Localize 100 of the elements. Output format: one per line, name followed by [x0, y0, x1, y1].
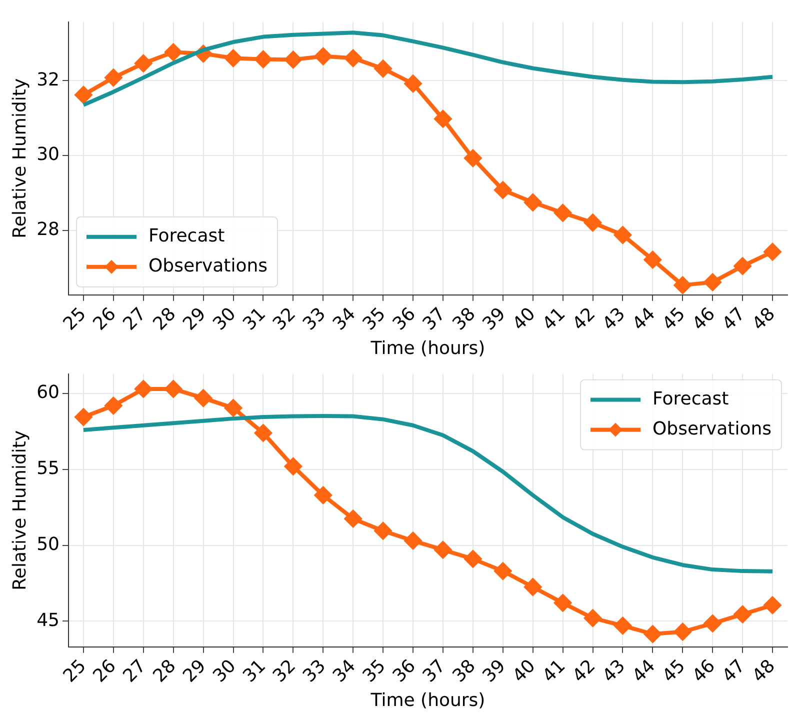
x-tick-label: 47: [718, 304, 750, 335]
x-tick-label: 28: [149, 304, 180, 335]
point: [494, 562, 512, 580]
y-tick-label: 30: [36, 144, 60, 166]
x-tick-label: 33: [298, 304, 330, 335]
y-tick-label: 28: [36, 219, 60, 240]
point: [434, 541, 452, 558]
x-tick-label: 29: [179, 304, 210, 335]
x-tick-label: 41: [538, 304, 570, 335]
x-tick-label: 35: [358, 656, 390, 687]
x-tick-label: 34: [328, 656, 360, 687]
point: [434, 110, 452, 128]
x-tick-label: 25: [59, 656, 90, 687]
point: [764, 243, 782, 260]
x-tick-label: 36: [388, 656, 420, 687]
point: [674, 276, 692, 294]
x-tick-label: 38: [448, 304, 480, 335]
point: [164, 44, 182, 61]
point: [254, 50, 272, 68]
point: [104, 69, 122, 86]
y-tick-label: 32: [36, 69, 60, 90]
x-tick-label: 37: [418, 304, 450, 335]
x-tick-label: 42: [568, 656, 600, 687]
y-tick-label: 60: [36, 382, 60, 404]
x-tick-label: 39: [478, 304, 510, 335]
x-tick-label: 45: [658, 656, 690, 687]
x-tick-label: 48: [748, 304, 780, 335]
point: [404, 75, 422, 92]
x-tick-label: 41: [538, 656, 570, 687]
x-tick-label: 48: [748, 656, 780, 687]
x-tick-label: 27: [119, 304, 150, 335]
point: [584, 214, 602, 232]
point: [164, 380, 182, 398]
point: [224, 399, 242, 416]
point: [104, 397, 122, 414]
x-tick-label: 34: [328, 304, 360, 335]
point: [224, 50, 242, 67]
point: [284, 51, 302, 68]
point: [344, 50, 362, 67]
point: [74, 86, 92, 104]
point: [764, 596, 782, 614]
point: [134, 380, 152, 398]
x-tick-label: 40: [508, 304, 540, 335]
y-axis-title: Relative Humidity: [9, 430, 30, 590]
point: [554, 594, 572, 612]
y-tick-label: 50: [36, 534, 60, 555]
point: [644, 251, 662, 268]
x-tick-label: 43: [598, 656, 630, 687]
x-tick-label: 26: [89, 656, 120, 687]
x-tick-label: 39: [478, 656, 510, 687]
point: [704, 614, 722, 632]
legend-label: Forecast: [652, 388, 729, 410]
point: [374, 522, 392, 540]
x-tick-label: 44: [628, 656, 660, 687]
x-tick-label: 26: [89, 304, 120, 335]
point: [644, 626, 662, 643]
x-tick-label: 29: [179, 656, 210, 687]
x-tick-label: 30: [209, 304, 240, 335]
x-tick-label: 46: [688, 656, 720, 687]
x-tick-label: 42: [568, 304, 600, 335]
point: [404, 532, 422, 550]
x-tick-label: 45: [658, 304, 690, 335]
y-tick-label: 55: [36, 458, 60, 480]
x-tick-label: 31: [239, 656, 270, 687]
x-tick-label: 47: [718, 656, 750, 687]
x-tick-label: 32: [268, 656, 300, 687]
x-tick-label: 28: [149, 656, 180, 687]
x-tick-label: 43: [598, 304, 630, 335]
point: [134, 54, 152, 72]
point: [734, 606, 752, 623]
point: [554, 204, 572, 222]
point: [494, 182, 512, 199]
x-tick-label: 46: [688, 304, 720, 335]
point: [464, 150, 482, 167]
point: [314, 486, 332, 504]
point: [284, 458, 302, 475]
x-tick-label: 40: [508, 656, 540, 687]
point: [74, 408, 92, 426]
x-tick-label: 27: [119, 656, 150, 687]
point: [614, 226, 632, 244]
x-tick-label: 44: [628, 304, 660, 335]
x-tick-label: 32: [268, 304, 300, 335]
x-tick-label: 36: [388, 304, 420, 335]
x-tick-label: 33: [298, 656, 330, 687]
x-tick-label: 35: [358, 304, 390, 335]
x-tick-label: 31: [239, 304, 270, 335]
y-tick-label: 45: [36, 610, 60, 631]
point: [524, 578, 542, 596]
legend-label: Observations: [148, 256, 268, 277]
point: [584, 610, 602, 627]
point: [344, 510, 362, 528]
point: [194, 390, 212, 407]
point: [314, 48, 332, 65]
point: [254, 424, 272, 442]
point: [374, 60, 392, 78]
legend-label: Observations: [652, 418, 772, 440]
x-tick-label: 30: [209, 656, 240, 687]
x-tick-label: 38: [448, 656, 480, 687]
point: [464, 550, 482, 568]
point: [614, 617, 632, 634]
